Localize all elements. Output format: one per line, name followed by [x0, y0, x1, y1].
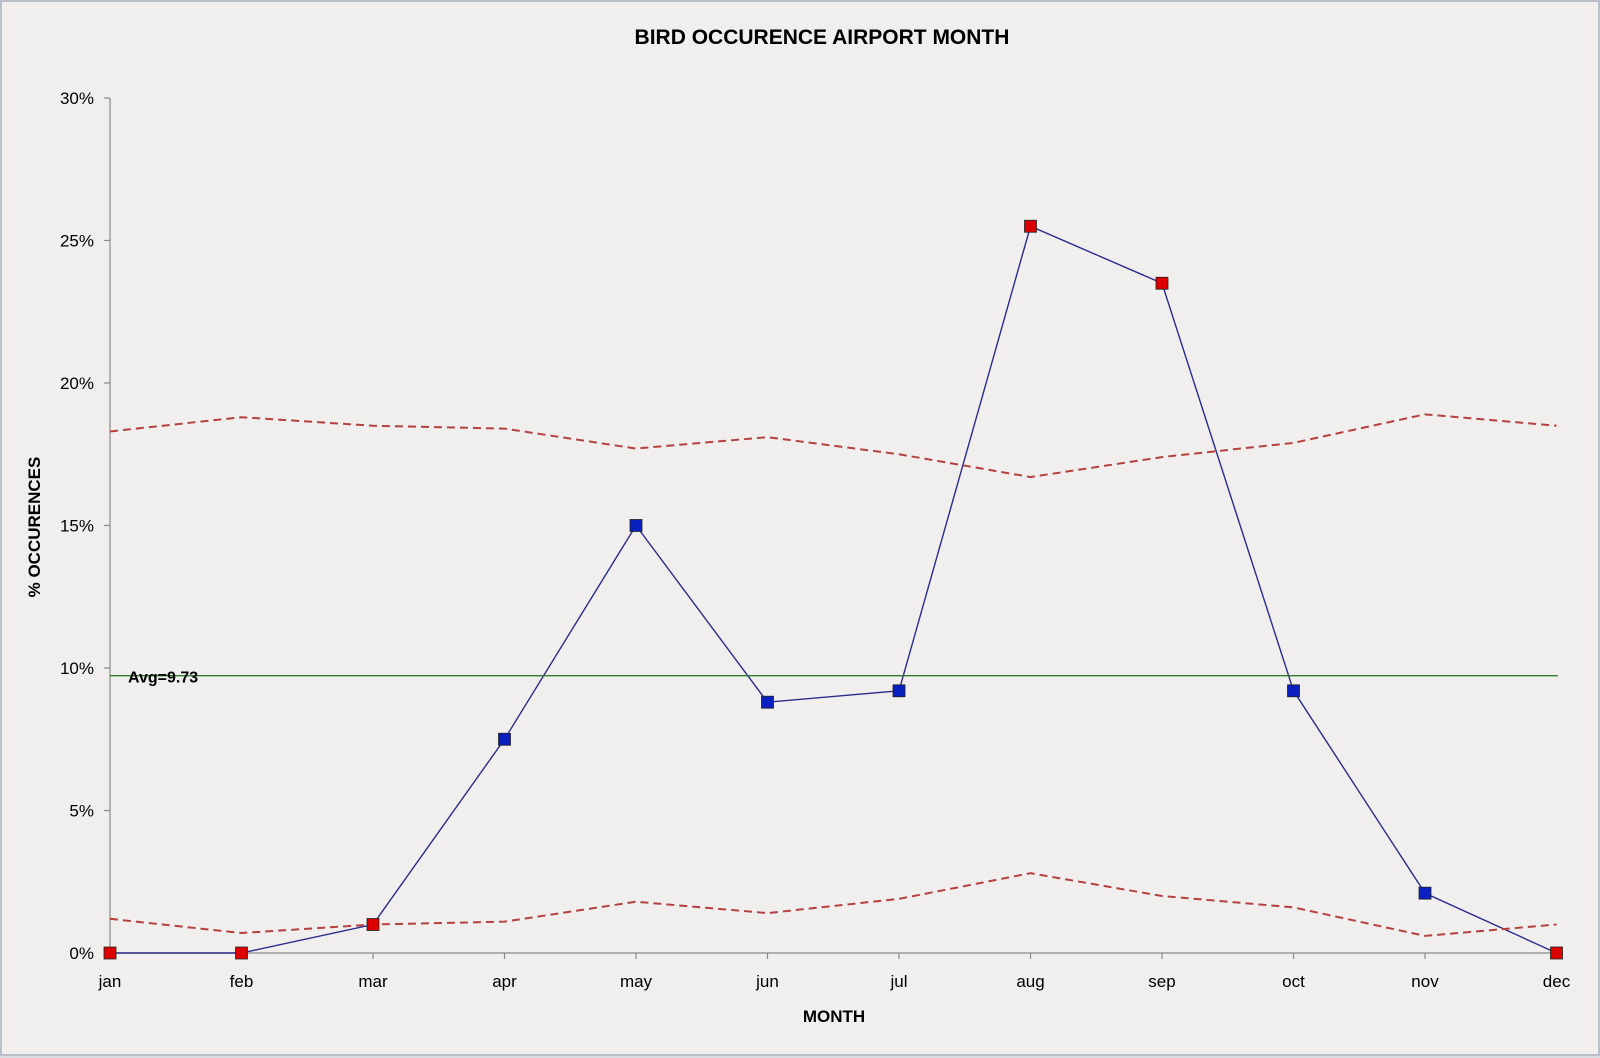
data-point-jul	[892, 684, 906, 698]
y-tick-label: 20%	[60, 374, 94, 393]
x-tick-label: jul	[889, 972, 907, 991]
x-axis-title: MONTH	[803, 1007, 865, 1026]
data-point-jan	[103, 946, 117, 960]
x-tick-label: oct	[1282, 972, 1305, 991]
limit-line-1	[109, 413, 1557, 479]
data-point-feb	[235, 946, 248, 960]
data-point-oct	[1287, 684, 1300, 698]
x-tick-label: may	[620, 972, 653, 991]
y-tick-label: 30%	[60, 89, 94, 108]
data-point-nov	[1418, 886, 1432, 900]
data-point-sep	[1155, 276, 1169, 290]
limit-line-2	[109, 872, 1557, 937]
y-tick-label: 0%	[69, 944, 94, 963]
y-axis-title: % OCCURENCES	[25, 457, 44, 598]
data-point-mar	[366, 918, 380, 931]
data-point-apr	[498, 732, 511, 746]
data-point-dec	[1550, 946, 1563, 960]
x-tick-label: feb	[230, 972, 254, 991]
x-tick-label: nov	[1411, 972, 1439, 991]
y-tick-label: 15%	[60, 517, 94, 536]
average-label: Avg=9.73	[128, 670, 198, 687]
x-tick-label: jun	[755, 972, 779, 991]
y-tick-label: 5%	[69, 802, 94, 821]
x-tick-label: sep	[1148, 972, 1175, 991]
x-tick-label: jan	[98, 972, 122, 991]
data-point-aug	[1024, 219, 1037, 233]
data-point-jun	[761, 695, 774, 709]
data-point-may	[629, 519, 643, 532]
x-tick-label: apr	[492, 972, 517, 991]
x-tick-label: aug	[1016, 972, 1044, 991]
y-tick-label: 10%	[60, 659, 94, 678]
x-tick-label: mar	[358, 972, 388, 991]
x-tick-label: dec	[1543, 972, 1571, 991]
occurrence-line	[110, 225, 1557, 954]
y-tick-label: 25%	[60, 232, 94, 251]
chart-title: BIRD OCCURENCE AIRPORT MONTH	[635, 26, 1010, 49]
